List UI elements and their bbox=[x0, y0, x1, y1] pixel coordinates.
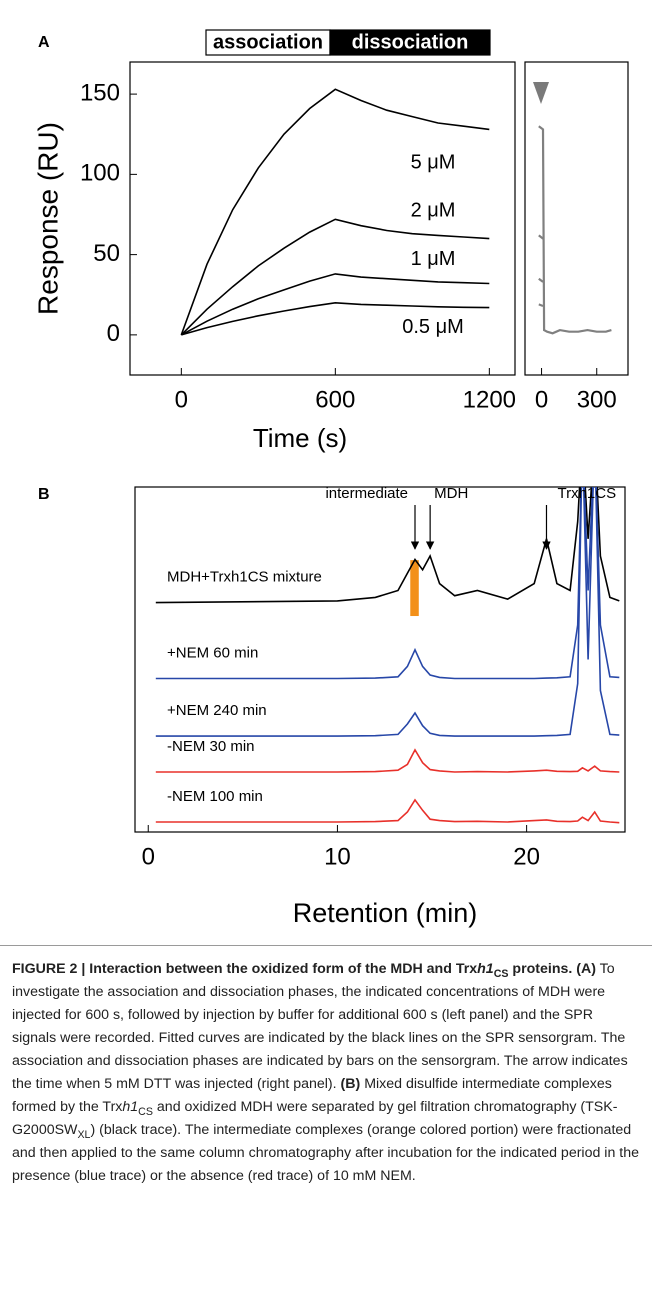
caption-text: XL bbox=[77, 1128, 91, 1141]
series-line bbox=[538, 234, 544, 240]
x-tick-label: 600 bbox=[315, 386, 355, 413]
series-label: 1 μM bbox=[411, 248, 456, 270]
series-line bbox=[180, 273, 490, 336]
series-line bbox=[180, 218, 490, 336]
x-axis-label: Retention (min) bbox=[293, 898, 478, 928]
x-tick-label: 10 bbox=[324, 843, 351, 870]
peak-label: MDH bbox=[434, 485, 468, 502]
x-tick-label: 0 bbox=[535, 386, 548, 413]
panel-label: B bbox=[38, 486, 50, 503]
y-axis-label: Response (RU) bbox=[32, 122, 63, 315]
phase-bar bbox=[205, 29, 331, 56]
plot-frame bbox=[129, 61, 516, 376]
series-label: 0.5 μM bbox=[402, 316, 464, 338]
caption-text: and oxidized MDH were separated by gel f… bbox=[12, 1099, 618, 1138]
x-tick-label: 300 bbox=[577, 386, 617, 413]
y-tick-label: 150 bbox=[80, 79, 120, 106]
y-tick-label: 50 bbox=[93, 240, 120, 267]
y-tick-label: 0 bbox=[107, 320, 120, 347]
series-line bbox=[155, 798, 620, 824]
injection-arrow bbox=[533, 82, 549, 104]
caption-text: To investigate the association and disso… bbox=[12, 961, 628, 1092]
caption-text: h1 bbox=[122, 1099, 139, 1115]
x-tick-label: 20 bbox=[513, 843, 540, 870]
peak-label: Trxh1CS bbox=[557, 485, 616, 502]
caption-text: ) (black trace). The intermediate comple… bbox=[12, 1122, 640, 1184]
series-label: -NEM 30 min bbox=[167, 738, 255, 755]
panel-label: A bbox=[38, 34, 50, 51]
phase-bar bbox=[329, 29, 491, 56]
series-line bbox=[155, 487, 620, 680]
caption-text: CS bbox=[138, 1105, 153, 1118]
x-axis-label: Time (s) bbox=[253, 423, 347, 453]
series-label: 5 μM bbox=[411, 151, 456, 173]
highlight-fraction bbox=[410, 560, 419, 617]
series-label: 2 μM bbox=[411, 200, 456, 222]
series-label: +NEM 240 min bbox=[167, 702, 267, 719]
plot-frame bbox=[524, 61, 629, 376]
x-tick-label: 0 bbox=[142, 843, 155, 870]
series-label: +NEM 60 min bbox=[167, 644, 258, 661]
caption-text: CS bbox=[493, 967, 509, 980]
series-label: MDH+Trxh1CS mixture bbox=[167, 569, 322, 586]
caption-text: (B) bbox=[340, 1076, 361, 1092]
series-line bbox=[155, 487, 620, 604]
series-line bbox=[155, 748, 620, 773]
phase-label: dissociation bbox=[352, 31, 469, 53]
plot-frame bbox=[134, 486, 626, 833]
x-tick-label: 1200 bbox=[463, 386, 516, 413]
caption-text: Mixed disulfide intermediate complexes f… bbox=[12, 1076, 612, 1115]
series-line bbox=[538, 125, 612, 335]
caption-text: proteins. (A) bbox=[508, 961, 596, 977]
caption-text: FIGURE 2 | Interaction between the oxidi… bbox=[12, 961, 478, 977]
caption: FIGURE 2 | Interaction between the oxidi… bbox=[0, 945, 652, 1308]
y-tick-label: 100 bbox=[80, 160, 120, 187]
caption-text: h1 bbox=[477, 961, 494, 977]
series-line bbox=[155, 487, 620, 737]
series-line bbox=[180, 88, 490, 336]
series-line bbox=[538, 303, 544, 308]
series-line bbox=[181, 301, 490, 336]
x-tick-label: 0 bbox=[175, 386, 188, 413]
series-label: -NEM 100 min bbox=[167, 788, 263, 805]
peak-label: intermediate bbox=[325, 485, 408, 502]
phase-label: association bbox=[213, 31, 323, 53]
series-line bbox=[538, 277, 544, 283]
